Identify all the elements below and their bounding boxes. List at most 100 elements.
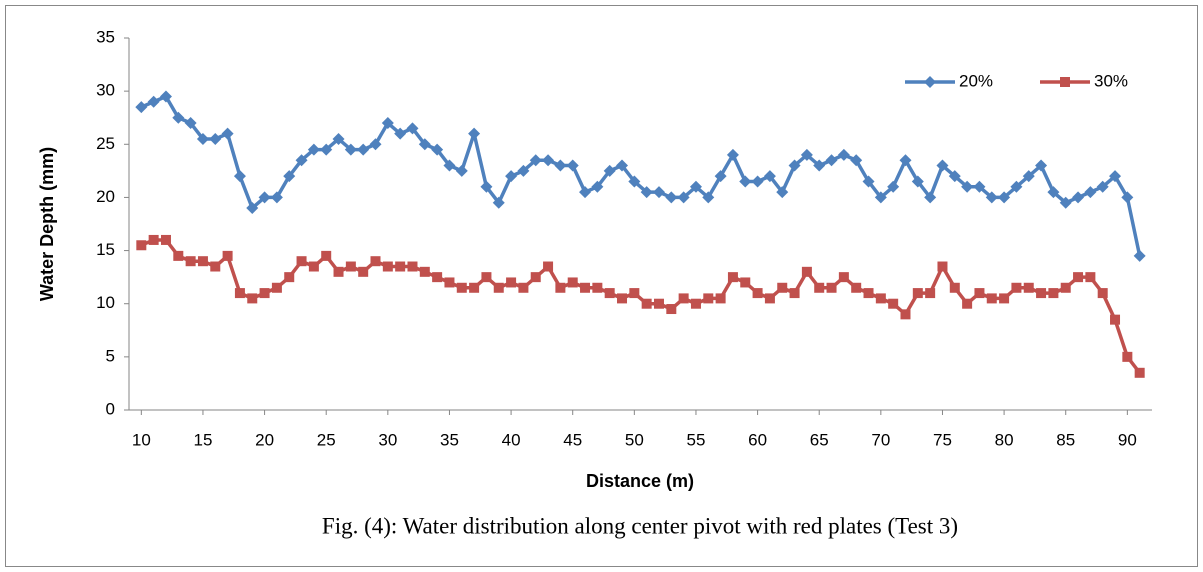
point [986,293,997,304]
point [246,202,259,215]
point [1133,249,1146,262]
point [640,186,653,199]
point [284,272,295,283]
point [308,261,319,272]
point [295,154,308,167]
point [529,154,542,167]
point [838,272,849,283]
point [1035,159,1048,172]
series-line [140,238,1142,374]
point [1010,180,1023,193]
point [469,282,480,293]
point [715,293,726,304]
point [689,180,702,193]
point [1048,288,1059,299]
y-tick-label: 20 [96,187,115,206]
point [554,159,567,172]
point [616,159,629,172]
x-tick-label: 45 [563,430,582,449]
point [1096,180,1109,193]
point [604,288,615,299]
point [899,154,912,167]
point [196,132,209,145]
point [837,148,850,161]
point [764,293,775,304]
point [369,138,382,151]
point [406,122,419,135]
point [1122,351,1133,362]
point [307,143,320,156]
y-tick-label: 10 [96,293,115,312]
point [506,277,517,288]
point [665,191,678,204]
point [344,143,357,156]
point [974,288,985,299]
point [788,159,801,172]
point [653,298,664,309]
legend-label: 20% [959,71,993,90]
point [320,143,333,156]
point [530,272,541,283]
point [727,272,738,283]
point [961,180,974,193]
point [739,175,752,188]
point [776,186,789,199]
point [259,288,270,299]
point [887,180,900,193]
point [678,293,689,304]
point [1110,314,1121,325]
x-tick-label: 85 [1056,430,1075,449]
point [493,282,504,293]
point [382,261,393,272]
x-tick-label: 55 [687,430,706,449]
point [296,256,307,267]
point [357,143,370,156]
point [432,272,443,283]
point [641,298,652,309]
legend-label: 30% [1094,71,1128,90]
point [999,293,1010,304]
point [431,143,444,156]
y-tick-label: 15 [96,240,115,259]
x-tick-label: 40 [502,430,521,449]
legend-marker [924,76,936,88]
point [690,298,701,309]
point [407,261,418,272]
point [752,288,763,299]
point [381,117,394,130]
x-tick-label: 30 [378,430,397,449]
point [210,261,221,272]
point [1121,191,1134,204]
point [247,293,258,304]
point [1059,196,1072,209]
point [332,132,345,145]
x-tick-label: 15 [193,430,212,449]
point [148,234,159,245]
point [418,138,431,151]
x-tick-label: 90 [1118,430,1137,449]
point [147,95,160,108]
point [850,154,863,167]
point [814,282,825,293]
point [468,127,481,140]
point [763,170,776,183]
point [321,250,332,261]
point [505,170,518,183]
point [1073,272,1084,283]
point [492,196,505,209]
y-tick-label: 0 [106,399,115,418]
point [173,250,184,261]
x-tick-label: 70 [871,430,890,449]
point [1085,272,1096,283]
point [1022,170,1035,183]
point [172,111,185,124]
point [221,127,234,140]
point [370,256,381,267]
point [333,266,344,277]
x-tick-label: 20 [255,430,274,449]
point [751,175,764,188]
point [197,256,208,267]
point [1060,282,1071,293]
point [1023,282,1034,293]
